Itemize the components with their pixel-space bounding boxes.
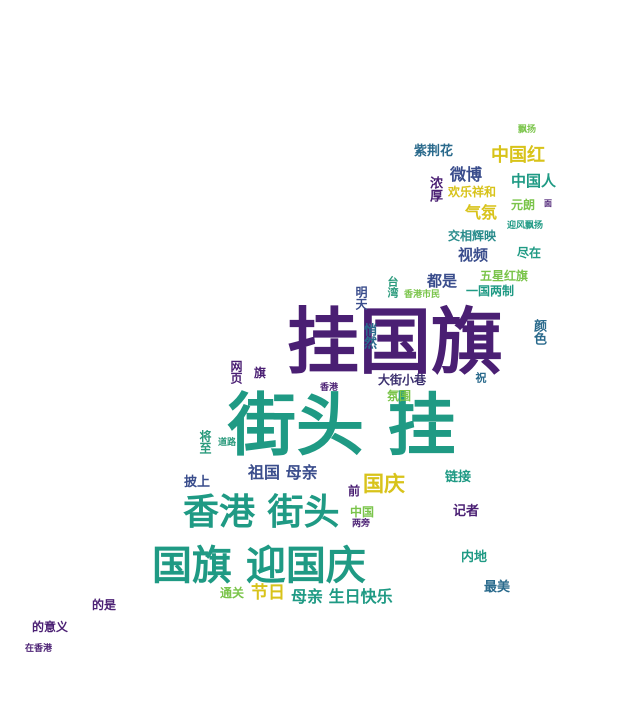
word-cloud-word: 祖国 母亲	[248, 463, 318, 482]
word-cloud-word: 国庆	[363, 471, 405, 496]
word-cloud-word: 悄然	[361, 323, 376, 349]
word-cloud-word: 飘扬	[518, 125, 537, 135]
word-cloud-word: 大街小巷	[378, 373, 427, 387]
word-cloud-word: 气氛	[465, 203, 498, 222]
word-cloud-word: 香港 街头	[183, 491, 340, 533]
word-cloud-word: 香港	[320, 383, 339, 393]
word-cloud-word: 中国红	[491, 145, 545, 166]
word-cloud-word: 最美	[484, 580, 511, 595]
word-cloud-word: 面	[544, 198, 552, 208]
word-cloud-word: 欢乐祥和	[448, 185, 497, 199]
word-cloud-word: 氛围	[387, 389, 412, 403]
word-cloud-word: 前	[348, 484, 361, 498]
word-cloud-word: 尽在	[517, 246, 542, 260]
word-cloud-word: 迎风飘扬	[507, 221, 544, 231]
word-cloud-word: 旗	[254, 366, 267, 380]
word-cloud-word: 母亲 生日快乐	[291, 587, 393, 606]
word-cloud-word: 香港市民	[404, 290, 441, 300]
word-cloud-word: 在香港	[25, 644, 53, 654]
word-cloud-word: 一国两制	[466, 284, 515, 298]
word-cloud-word: 披上	[184, 475, 211, 490]
word-cloud-word: 的意义	[32, 620, 69, 634]
word-cloud-word: 五星红旗	[480, 269, 529, 283]
word-cloud-word: 颜色	[531, 319, 546, 345]
word-cloud-word: 节日	[251, 583, 285, 603]
word-cloud-word: 网页	[229, 360, 243, 384]
word-cloud-word: 链接	[445, 470, 472, 485]
word-cloud-word: 交相辉映	[448, 229, 497, 243]
word-cloud-word: 都是	[427, 272, 458, 290]
word-cloud-word: 中国	[350, 505, 375, 519]
word-cloud-word: 国旗 迎国庆	[152, 542, 366, 589]
word-cloud-word: 明天	[354, 286, 368, 310]
word-cloud-word: 元朗	[511, 198, 536, 212]
word-cloud-word: 通关	[220, 586, 245, 600]
word-cloud-word: 浓厚	[427, 176, 442, 202]
word-cloud-word: 中国人	[511, 172, 557, 190]
word-cloud-word: 两旁	[352, 519, 371, 529]
word-cloud-word: 台湾	[386, 276, 399, 298]
word-cloud-word: 记者	[453, 504, 480, 519]
word-cloud-word: 祝	[474, 372, 487, 383]
word-cloud-word: 的是	[92, 598, 117, 612]
word-cloud-word: 紫荆花	[414, 144, 454, 159]
word-cloud-word: 微博	[450, 165, 483, 184]
word-cloud-word: 挂国旗	[287, 299, 504, 384]
word-cloud-word: 内地	[461, 550, 488, 565]
word-cloud-word: 将至	[198, 430, 212, 454]
word-cloud-word: 道路	[218, 438, 237, 448]
word-cloud-word: 街头 挂	[228, 386, 456, 466]
word-cloud-word: 视频	[458, 246, 489, 264]
